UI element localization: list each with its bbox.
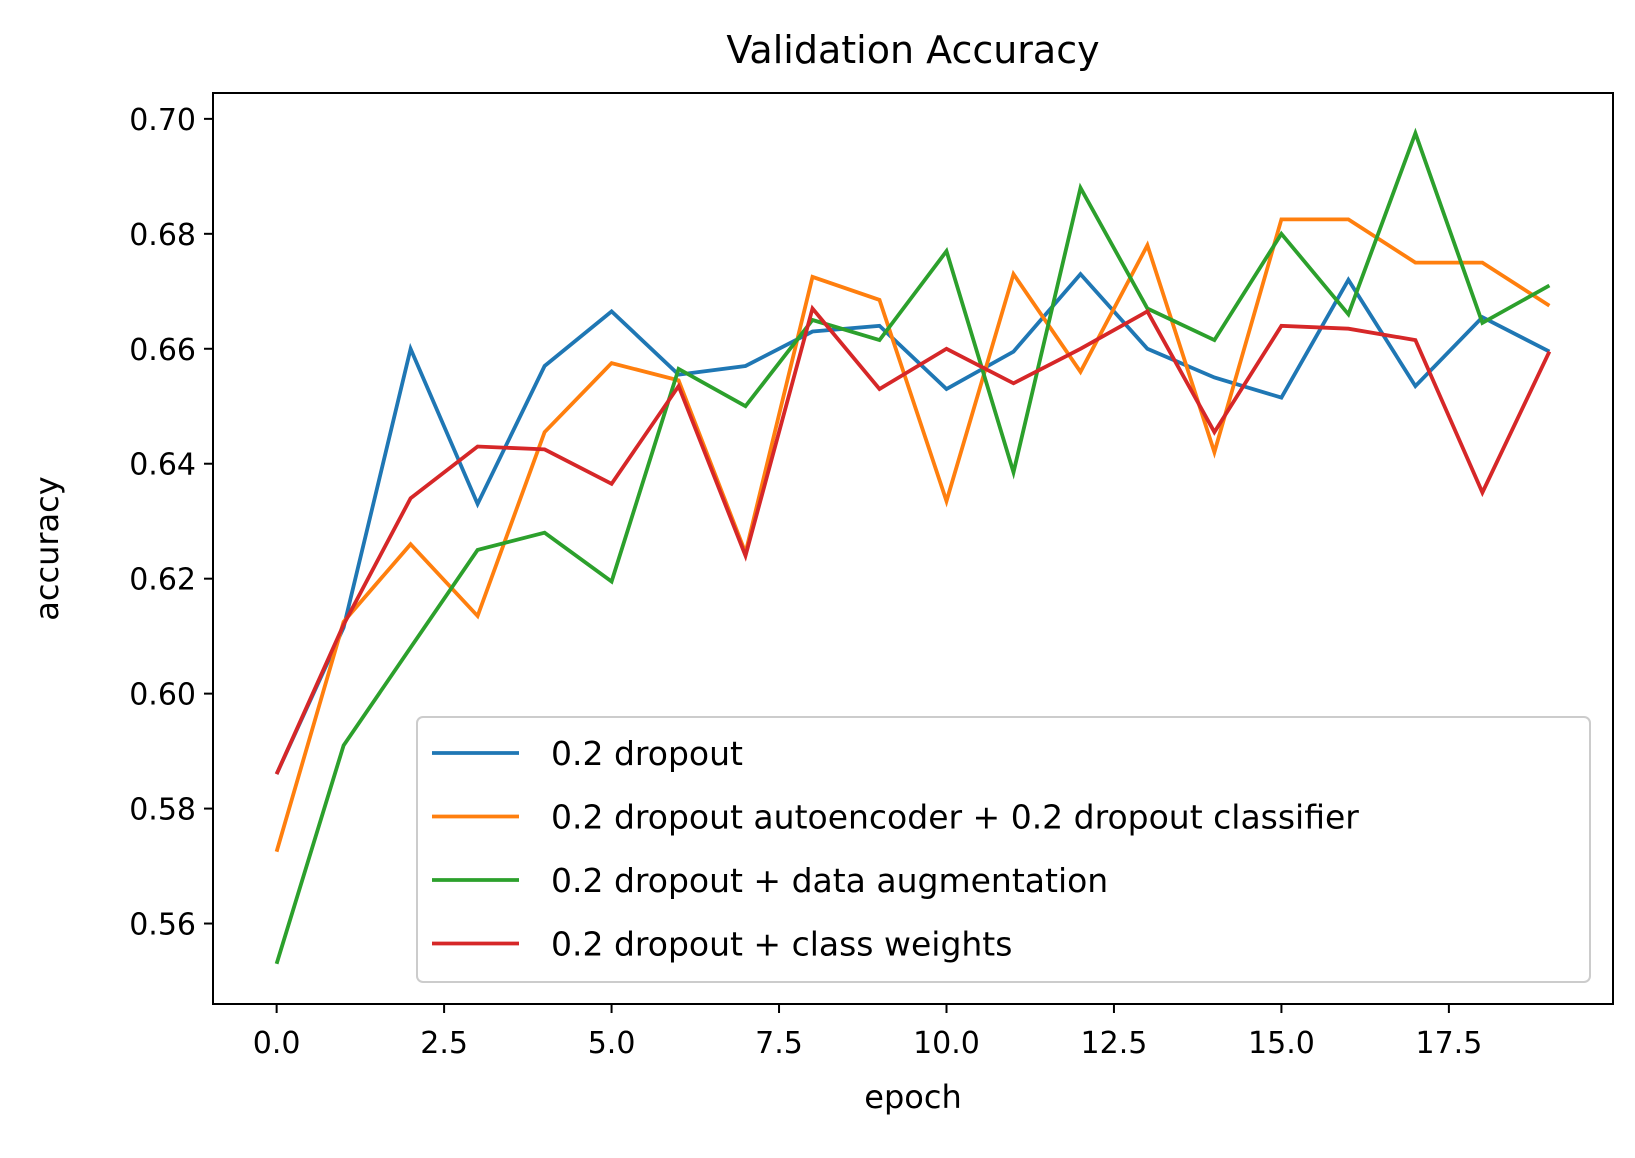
x-tick-label: 17.5 [1415,1026,1482,1061]
series-lines [274,127,1552,965]
chart-legend: 0.2 dropout 0.2 dropout autoencoder + 0.2… [416,716,1591,983]
series-line-2 [274,217,1551,853]
legend-label-4: 0.2 dropout + class weights [551,925,1012,964]
x-axis-label: epoch [864,1078,961,1116]
y-axis-label: accuracy [28,476,66,620]
x-tick-label: 10.0 [913,1026,980,1061]
chart-title: Validation Accuracy [726,28,1099,72]
y-tick-label: 0.70 [129,103,196,138]
series-line-3 [274,127,1551,965]
legend-label-3: 0.2 dropout + data augmentation [551,861,1108,900]
legend-label-1: 0.2 dropout [551,734,743,773]
legend-label-2: 0.2 dropout autoencoder + 0.2 dropout cl… [551,798,1359,837]
legend-box [416,716,1591,983]
y-tick-label: 0.58 [129,793,196,828]
x-tick-label: 15.0 [1248,1026,1315,1061]
y-tick-label: 0.64 [129,448,196,483]
plot-frame [212,92,1614,1005]
x-tick-label: 7.5 [755,1026,803,1061]
x-tick-label: 12.5 [1081,1026,1148,1061]
y-tick-label: 0.60 [129,678,196,713]
x-tick-label: 2.5 [420,1026,468,1061]
y-tick-label: 0.56 [129,908,196,943]
x-axis-ticks: 0.0 2.5 5.0 7.5 10.0 12.5 15.0 17.5 [253,1004,1482,1061]
x-tick-label: 0.0 [253,1026,301,1061]
y-axis-ticks: 0.56 0.58 0.60 0.62 0.64 0.66 0.68 0.70 [129,103,213,943]
series-line-4 [274,304,1552,775]
y-tick-label: 0.68 [129,218,196,253]
y-tick-label: 0.66 [129,333,196,368]
y-tick-label: 0.62 [129,563,196,598]
x-tick-label: 5.0 [588,1026,636,1061]
